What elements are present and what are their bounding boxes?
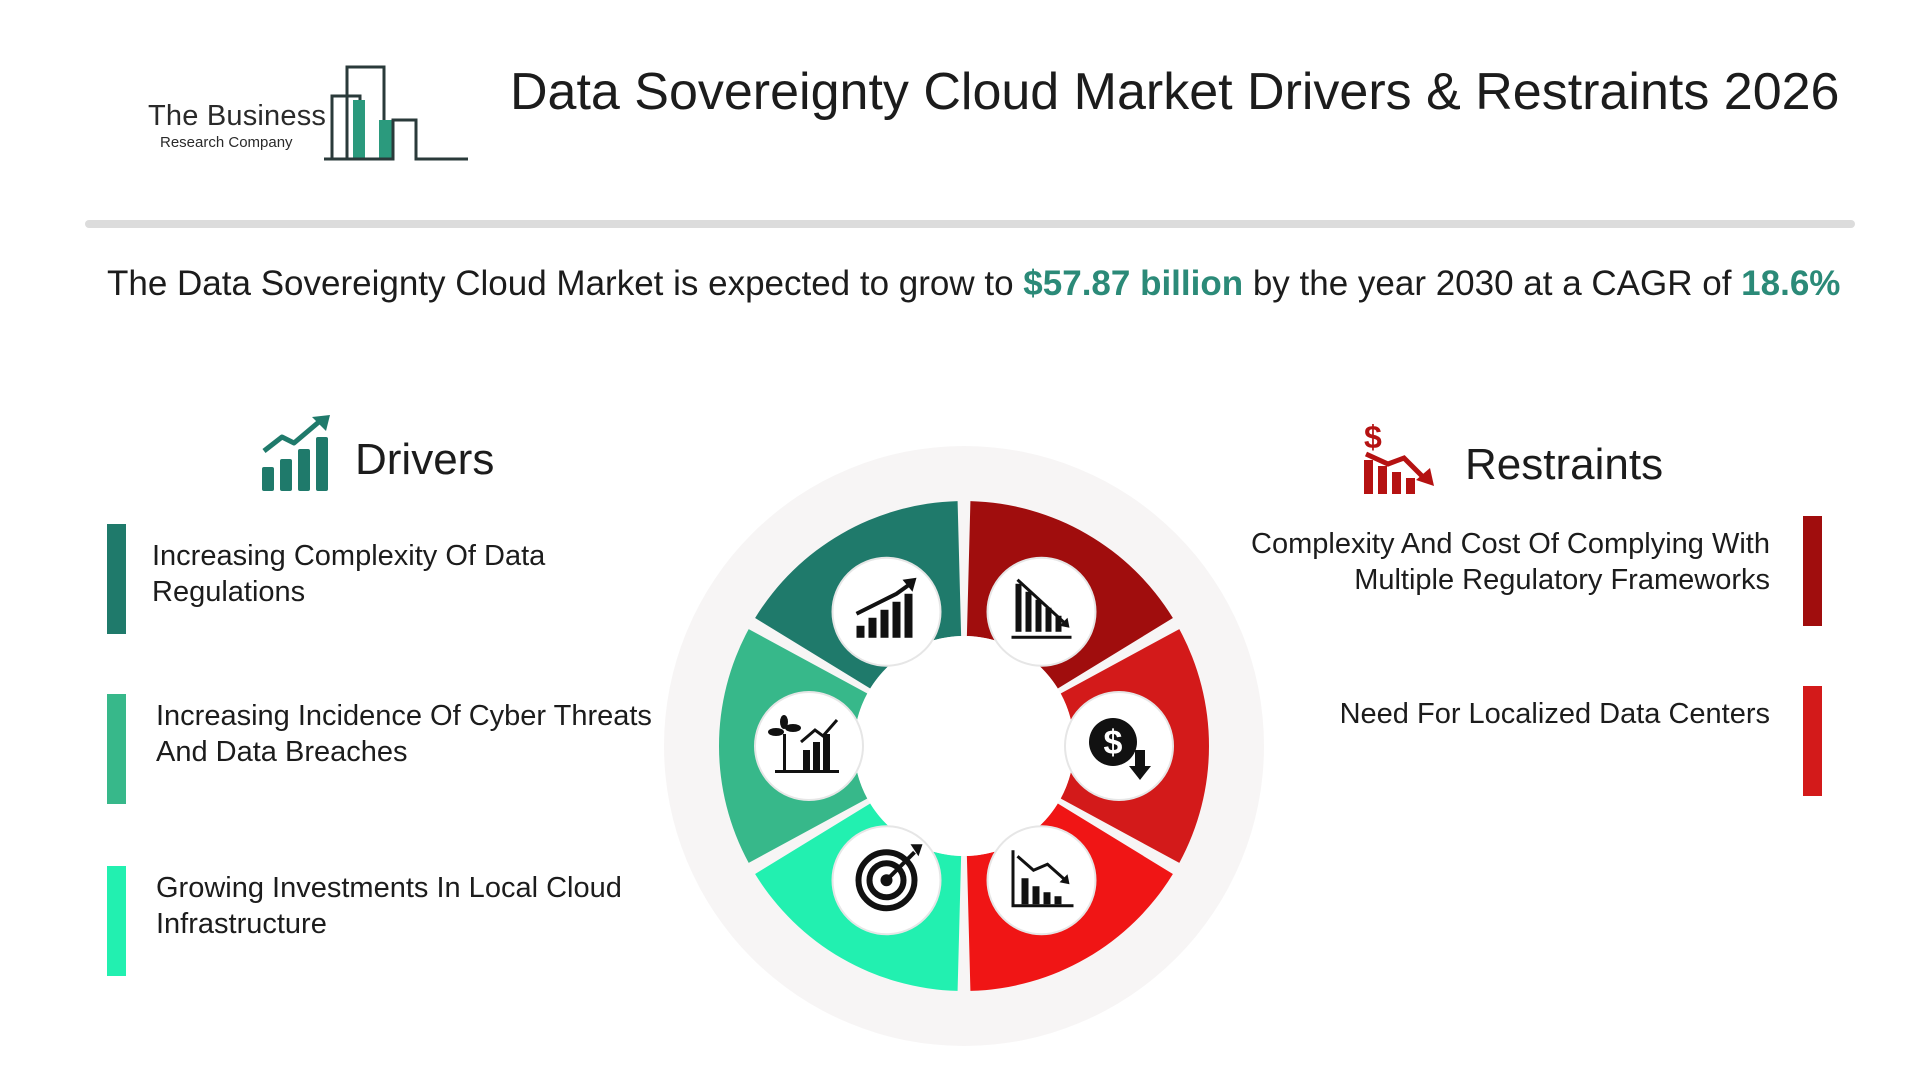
cagr-value: 18.6% <box>1741 264 1841 303</box>
drivers-restraints-wheel: $ <box>664 446 1264 1046</box>
restraint-label: Complexity And Cost Of Complying With Mu… <box>1251 528 1770 596</box>
page-title: Data Sovereignty Cloud Market Drivers & … <box>510 63 1840 121</box>
header-divider <box>85 220 1855 228</box>
restraint-item: Complexity And Cost Of Complying With Mu… <box>1251 516 1822 626</box>
driver-color-bar <box>107 524 126 634</box>
drivers-title: Drivers <box>355 435 495 484</box>
plant-growth-chart-icon <box>754 691 864 801</box>
logo-name: The Business <box>148 100 327 132</box>
driver-item: Growing Investments In Local Cloud Infra… <box>107 866 667 976</box>
company-logo: The Business Research Company <box>148 62 468 162</box>
logo-subtitle: Research Company <box>160 134 293 151</box>
growth-chart-icon <box>262 415 330 491</box>
market-value: $57.87 billion <box>1023 264 1244 303</box>
restraint-color-bar <box>1803 686 1822 796</box>
declining-bars-icon <box>986 556 1097 667</box>
restraint-item: Need For Localized Data Centers <box>1270 686 1822 796</box>
dollar-decline-chart-icon: $ <box>1364 419 1434 494</box>
dollar-down-icon: $ <box>1064 691 1174 801</box>
driver-color-bar <box>107 866 126 976</box>
restraint-label: Need For Localized Data Centers <box>1339 698 1770 730</box>
logo-buildings-icon <box>324 65 468 161</box>
driver-color-bar <box>107 694 126 804</box>
wheel-center <box>854 636 1074 856</box>
restraint-color-bar <box>1803 516 1822 626</box>
svg-text:$: $ <box>1364 419 1382 455</box>
declining-chart-icon <box>986 825 1097 936</box>
market-summary: The Data Sovereignty Cloud Market is exp… <box>107 256 1847 311</box>
driver-label: Increasing Complexity Of Data Regulation… <box>152 540 546 608</box>
target-icon <box>831 825 942 936</box>
summary-prefix: The Data Sovereignty Cloud Market is exp… <box>107 264 1024 303</box>
driver-item: Increasing Complexity Of Data Regulation… <box>107 524 667 634</box>
driver-item: Increasing Incidence Of Cyber Threats An… <box>107 694 667 804</box>
driver-label: Increasing Incidence Of Cyber Threats An… <box>156 700 652 768</box>
driver-label: Growing Investments In Local Cloud Infra… <box>156 872 622 940</box>
restraints-title: Restraints <box>1465 440 1664 489</box>
svg-text:$: $ <box>1104 724 1123 762</box>
rising-bars-icon <box>831 556 942 667</box>
summary-middle: by the year 2030 at a CAGR of <box>1243 264 1742 303</box>
